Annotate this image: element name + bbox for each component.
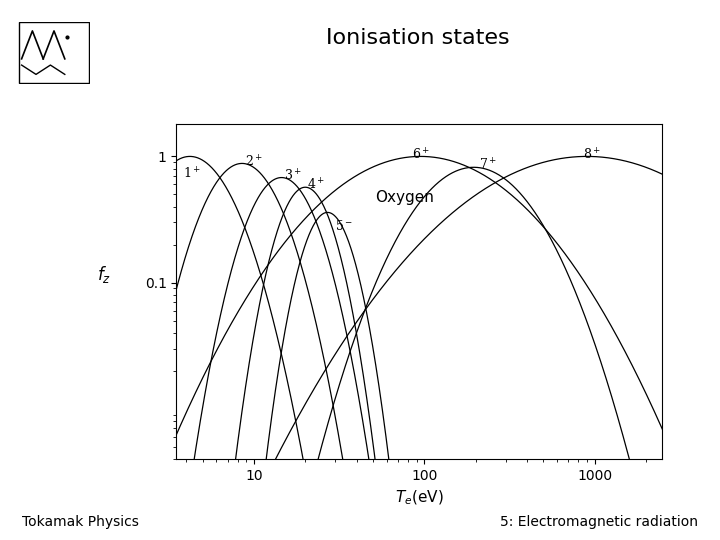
Text: $6^+$: $6^+$ [413,147,431,163]
Text: $2^+$: $2^+$ [245,154,263,170]
Text: $7^+$: $7^+$ [480,158,498,173]
X-axis label: $T_e$(eV): $T_e$(eV) [395,488,444,507]
Text: Ionisation states: Ionisation states [325,28,510,48]
Text: $8^+$: $8^+$ [582,147,600,163]
Text: 5: Electromagnetic radiation: 5: Electromagnetic radiation [500,515,698,529]
Text: $5^-$: $5^-$ [336,219,354,233]
Text: $f_z$: $f_z$ [97,265,112,285]
Text: $3^+$: $3^+$ [284,168,302,184]
Text: Tokamak Physics: Tokamak Physics [22,515,138,529]
Text: $1^+$: $1^+$ [184,167,202,182]
Text: Oxygen: Oxygen [375,191,434,205]
Text: $4^+$: $4^+$ [307,178,325,193]
